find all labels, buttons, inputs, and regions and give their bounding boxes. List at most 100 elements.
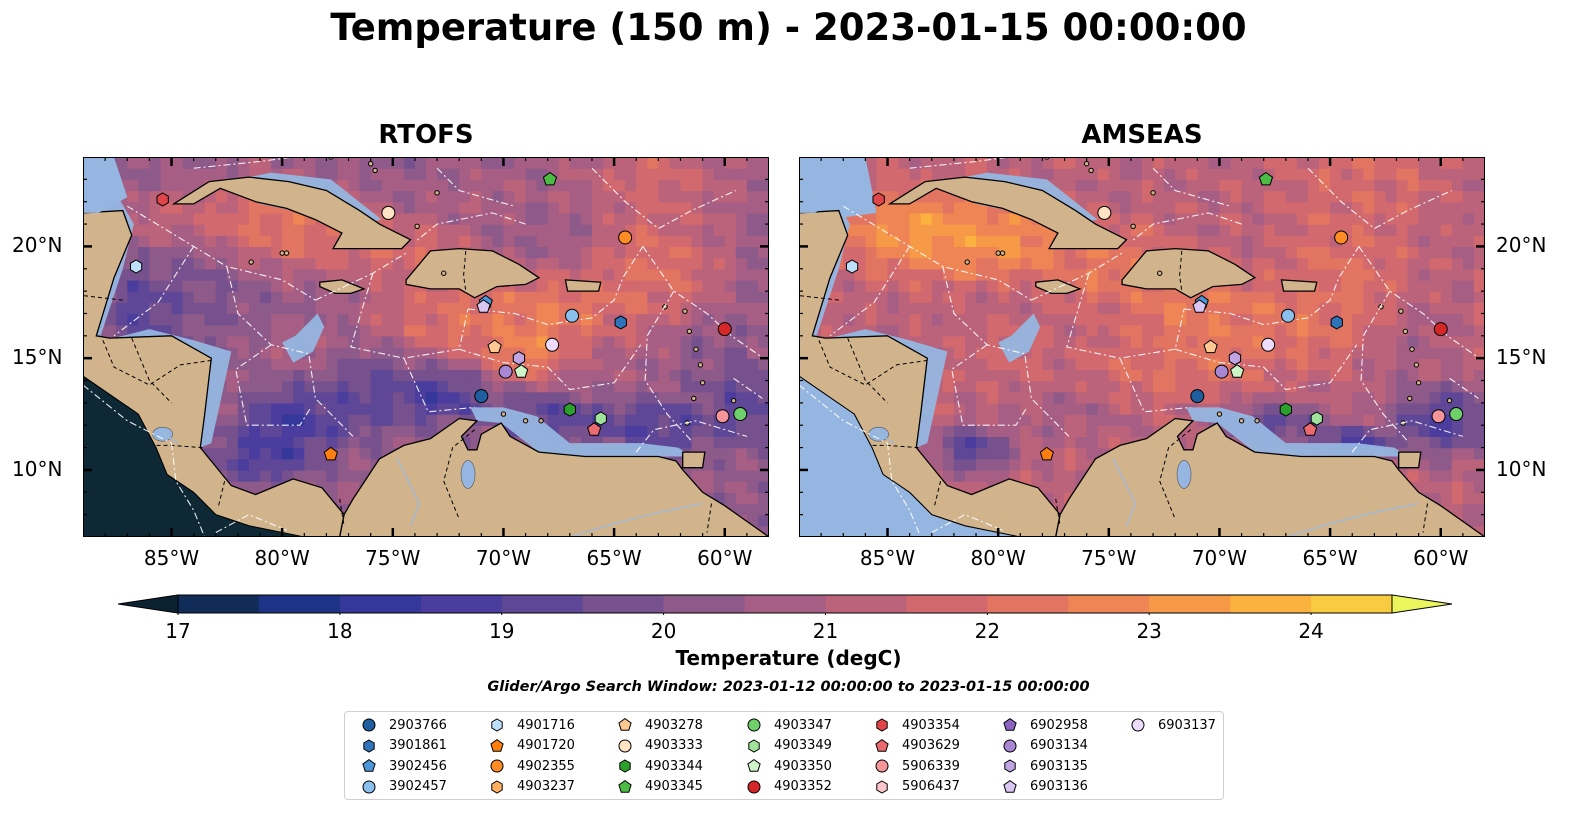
- legend-item: 6903135: [1002, 756, 1088, 776]
- float-marker-4903629: [587, 422, 602, 436]
- hexagon-marker-icon: [491, 779, 503, 794]
- float-marker-2903766: [1190, 389, 1205, 404]
- float-marker-4902355: [1334, 230, 1349, 245]
- float-marker-6903135: [512, 351, 526, 366]
- float-marker-4903354: [156, 192, 169, 207]
- circle-marker-icon: [1131, 718, 1145, 732]
- legend-item: 3902457: [361, 777, 447, 797]
- legend-label: 4903333: [645, 738, 703, 753]
- lon-tick-label: 65°W: [586, 546, 642, 570]
- hexagon-marker-icon: [619, 759, 631, 773]
- legend-item: 2903766: [361, 715, 447, 735]
- lat-tick-label: 10°N: [1496, 456, 1547, 481]
- legend-item: 5906339: [874, 756, 960, 776]
- pentagon-marker-icon: [1003, 779, 1017, 793]
- circle-marker-icon: [618, 739, 632, 752]
- legend-item: 4901720: [489, 736, 575, 756]
- legend-item: 4903354: [874, 715, 960, 735]
- legend-label: 4903345: [645, 779, 703, 794]
- lon-tick-label: 60°W: [1413, 546, 1469, 570]
- legend-label: 4903354: [902, 717, 960, 733]
- colorbar-label: Temperature (degC): [675, 646, 902, 670]
- pentagon-marker-icon: [490, 738, 504, 752]
- colorbar-tick-label: 17: [165, 619, 191, 643]
- float-marker-4903347: [1449, 407, 1464, 422]
- float-marker-6903134: [1214, 364, 1229, 379]
- hexagon-marker-icon: [363, 738, 375, 753]
- lat-tick-label: 15°N: [12, 345, 63, 370]
- float-marker-4903354: [872, 192, 885, 207]
- colorbar: [118, 594, 1452, 615]
- float-legend: 2903766 3901861 3902456 3902457 4901716 49017…: [344, 711, 1224, 800]
- hexagon-marker-icon: [876, 779, 888, 794]
- legend-label: 3902457: [389, 779, 447, 794]
- lon-tick-label: 60°W: [697, 546, 753, 570]
- lon-tick-label: 85°W: [143, 546, 200, 570]
- pentagon-marker-icon: [618, 779, 632, 793]
- legend-label: 6902958: [1030, 717, 1088, 733]
- legend-item: 6903136: [1002, 777, 1088, 797]
- legend-item: 6903134: [1002, 736, 1088, 756]
- float-marker-4903345: [1258, 171, 1274, 186]
- legend-item: 6902958: [1002, 715, 1088, 735]
- pentagon-marker-icon: [362, 758, 376, 772]
- legend-label: 6903134: [1030, 738, 1088, 753]
- circle-marker-icon: [875, 759, 889, 773]
- colorbar-tick-label: 19: [488, 619, 515, 643]
- float-marker-4903333: [1097, 205, 1112, 220]
- float-marker-6903137: [1261, 337, 1276, 352]
- legend-label: 4902355: [517, 758, 575, 774]
- lon-tick-label: 70°W: [1191, 546, 1248, 570]
- float-marker-4901716: [846, 259, 859, 274]
- legend-label: 5906437: [902, 779, 960, 794]
- pentagon-marker-icon: [875, 738, 889, 752]
- circle-marker-icon: [362, 780, 376, 793]
- float-marker-4903350: [514, 364, 529, 378]
- float-marker-4901720: [323, 446, 338, 461]
- hexagon-marker-icon: [748, 738, 760, 753]
- lon-tick-label: 70°W: [475, 546, 532, 570]
- legend-item: 3902456: [361, 756, 447, 776]
- pentagon-marker-icon: [1003, 717, 1017, 731]
- float-marker-6903136: [1192, 299, 1207, 313]
- float-marker-4903278: [1203, 339, 1218, 354]
- colorbar-tick-label: 22: [974, 619, 1001, 643]
- float-marker-4903349: [594, 411, 607, 426]
- float-marker-3901861: [1330, 315, 1343, 330]
- colorbar-tick-label: 18: [327, 619, 353, 643]
- legend-item: 4901716: [489, 715, 575, 735]
- pentagon-marker-icon: [747, 758, 761, 772]
- lon-tick-label: 80°W: [254, 546, 310, 570]
- float-marker-4901716: [130, 259, 143, 274]
- legend-label: 2903766: [389, 717, 447, 733]
- legend-item: 4902355: [489, 756, 575, 776]
- colorbar-tick-label: 20: [650, 619, 677, 643]
- hexagon-marker-icon: [1004, 759, 1016, 773]
- search-window-text: Glider/Argo Search Window: 2023-01-12 00…: [487, 679, 1090, 695]
- circle-marker-icon: [747, 780, 761, 793]
- float-marker-6903135: [1228, 351, 1242, 366]
- legend-label: 4903237: [517, 779, 575, 794]
- float-marker-4903345: [542, 171, 558, 186]
- legend-item: 4903237: [489, 777, 575, 797]
- circle-marker-icon: [1003, 739, 1017, 752]
- legend-item: 4903333: [617, 736, 703, 756]
- hexagon-marker-icon: [491, 718, 503, 732]
- lat-tick-label: 20°N: [12, 233, 63, 258]
- float-marker-4903629: [1303, 422, 1318, 436]
- float-marker-4901720: [1039, 446, 1054, 461]
- float-marker-4903347: [733, 407, 748, 422]
- legend-item: 3901861: [361, 736, 447, 756]
- float-marker-5906339: [715, 409, 730, 424]
- float-marker-4903352: [717, 322, 732, 337]
- legend-label: 5906339: [902, 758, 960, 774]
- lat-tick-label: 15°N: [1496, 345, 1547, 370]
- panel-title-amseas: AMSEAS: [1081, 120, 1203, 150]
- legend-label: 3901861: [389, 738, 447, 753]
- float-marker-4903333: [381, 205, 396, 220]
- legend-label: 4903347: [774, 717, 832, 733]
- colorbar-tick-label: 24: [1298, 619, 1324, 643]
- lon-tick-label: 65°W: [1302, 546, 1358, 570]
- legend-label: 6903136: [1030, 779, 1088, 794]
- float-marker-3902457: [565, 308, 580, 323]
